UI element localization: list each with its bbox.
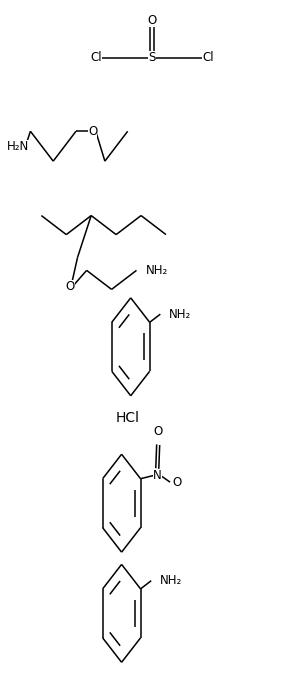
Text: O: O [88,124,97,138]
Text: S: S [148,51,156,65]
Text: HCl: HCl [116,411,140,425]
Text: Cl: Cl [202,51,214,65]
Text: N: N [153,469,162,482]
Text: H₂N: H₂N [7,139,29,153]
Text: NH₂: NH₂ [159,574,182,588]
Text: Cl: Cl [90,51,102,65]
Text: O: O [154,424,163,438]
Text: NH₂: NH₂ [146,264,168,277]
Text: O: O [147,14,157,27]
Text: NH₂: NH₂ [168,307,191,321]
Text: O: O [172,475,182,489]
Text: O: O [65,279,74,292]
